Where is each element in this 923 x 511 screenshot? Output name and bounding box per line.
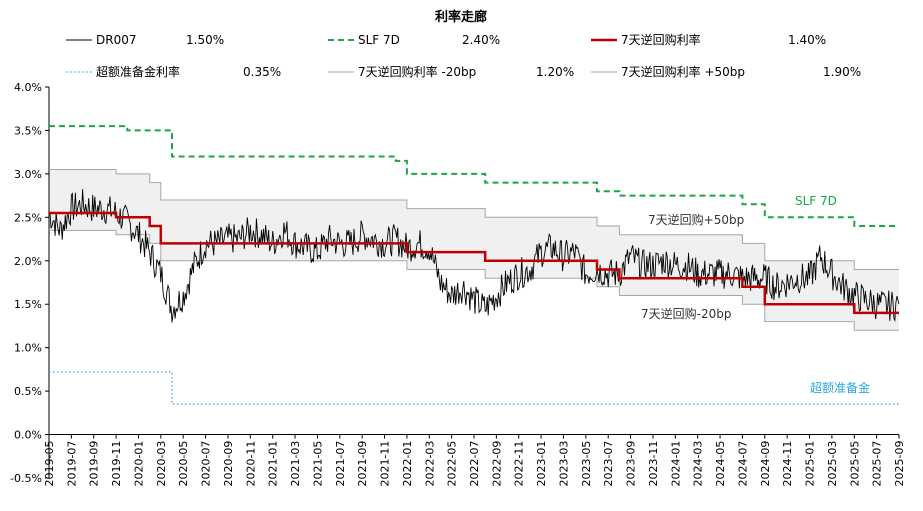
- x-tick-label: 2020-09: [222, 441, 235, 487]
- slf-annotation: SLF 7D: [795, 194, 837, 208]
- x-tick-label: 2019-05: [43, 441, 56, 487]
- x-tick-label: 2019-09: [88, 441, 101, 487]
- legend-label-DR007: DR007: [96, 33, 136, 47]
- x-tick-label: 2019-07: [65, 441, 78, 487]
- legend-value-超额准备金利率: 0.35%: [243, 65, 281, 79]
- series-line-7天逆回购利率 -20bp: [49, 229, 899, 331]
- legend-value-7天逆回购利率 -20bp: 1.20%: [536, 65, 574, 79]
- y-tick-label: -0.5%: [10, 472, 42, 485]
- x-tick-label: 2021-01: [267, 441, 280, 487]
- y-tick-label: 1.5%: [14, 298, 42, 311]
- legend: DR007 1.50% SLF 7D 2.40% 7天逆回购利率 1.40% 超额准备金利率…: [66, 32, 861, 79]
- x-tick-label: 2024-03: [692, 441, 705, 487]
- x-tick-label: 2020-05: [177, 441, 190, 487]
- x-tick-label: 2023-11: [647, 441, 660, 487]
- x-tick-label: 2025-07: [871, 441, 884, 487]
- y-tick-label: 3.5%: [14, 124, 42, 137]
- x-tick-label: 2025-09: [893, 441, 906, 487]
- x-tick-label: 2023-05: [580, 441, 593, 487]
- x-tick-label: 2025-01: [804, 441, 817, 487]
- legend-label-7天逆回购利率 -20bp: 7天逆回购利率 -20bp: [358, 64, 476, 79]
- x-tick-label: 2022-09: [490, 441, 503, 487]
- plot-area: 4.0% 3.5% 3.0% 2.5% 2.0% 1.5% 1.0% 0.5% 0.0% -0.5…: [10, 81, 906, 487]
- lower-band-annotation: 7天逆回购-20bp: [641, 306, 731, 321]
- upper-band-annotation: 7天逆回购+50bp: [648, 212, 744, 227]
- legend-label-超额准备金利率: 超额准备金利率: [96, 64, 180, 79]
- legend-label-7天逆回购利率 +50bp: 7天逆回购利率 +50bp: [621, 64, 745, 79]
- x-tick-label: 2021-03: [289, 441, 302, 487]
- series-line-7天逆回购利率: [49, 211, 899, 315]
- x-tick-label: 2022-03: [423, 441, 436, 487]
- series-line-SLF 7D: [49, 125, 899, 227]
- corridor-band: [49, 169, 899, 331]
- x-tick-label: 2021-11: [379, 441, 392, 487]
- x-tick-label: 2023-07: [602, 441, 615, 487]
- x-tick-label: 2022-01: [401, 441, 414, 487]
- y-tick-label: 1.0%: [14, 342, 42, 355]
- x-tick-label: 2020-01: [132, 441, 145, 487]
- chart-title: 利率走廊: [435, 9, 487, 25]
- series-line-超额准备金利率: [49, 371, 899, 405]
- y-tick-label: 0.0%: [14, 429, 42, 442]
- x-tick-label: 2019-11: [110, 441, 123, 487]
- y-tick-label: 3.0%: [14, 168, 42, 181]
- legend-label-7天逆回购利率: 7天逆回购利率: [621, 32, 701, 47]
- x-tick-label: 2022-11: [513, 441, 526, 487]
- x-tick-label: 2020-11: [244, 441, 257, 487]
- x-tick-label: 2022-05: [446, 441, 459, 487]
- series-line-DR007: [48, 189, 900, 323]
- x-tick-label: 2021-07: [334, 441, 347, 487]
- y-tick-label: 4.0%: [14, 81, 42, 94]
- x-tick-label: 2025-03: [826, 441, 839, 487]
- x-tick-label: 2023-01: [535, 441, 548, 487]
- legend-value-7天逆回购利率 +50bp: 1.90%: [823, 65, 861, 79]
- x-tick-label: 2024-11: [781, 441, 794, 487]
- x-tick-label: 2021-05: [311, 441, 324, 487]
- x-tick-label: 2022-07: [468, 441, 481, 487]
- legend-value-7天逆回购利率: 1.40%: [788, 33, 826, 47]
- x-tick-label: 2023-09: [625, 441, 638, 487]
- x-tick-label: 2024-01: [669, 441, 682, 487]
- legend-label-SLF 7D: SLF 7D: [358, 33, 400, 47]
- x-tick-label: 2024-05: [714, 441, 727, 487]
- legend-value-DR007: 1.50%: [186, 33, 224, 47]
- x-tick-label: 2024-09: [759, 441, 772, 487]
- x-tick-label: 2023-03: [557, 441, 570, 487]
- x-tick-label: 2021-09: [356, 441, 369, 487]
- x-tick-label: 2020-07: [200, 441, 213, 487]
- ioer-annotation: 超额准备金: [810, 380, 870, 395]
- y-tick-label: 0.5%: [14, 385, 42, 398]
- y-tick-label: 2.0%: [14, 255, 42, 268]
- x-tick-label: 2020-03: [155, 441, 168, 487]
- legend-value-SLF 7D: 2.40%: [462, 33, 500, 47]
- annotations: SLF 7D 7天逆回购+50bp 7天逆回购-20bp 超额准备金: [641, 194, 870, 395]
- y-tick-label: 2.5%: [14, 211, 42, 224]
- series-line-7天逆回购利率 +50bp: [49, 169, 899, 270]
- x-tick-label: 2025-05: [848, 441, 861, 487]
- x-tick-label: 2024-07: [736, 441, 749, 487]
